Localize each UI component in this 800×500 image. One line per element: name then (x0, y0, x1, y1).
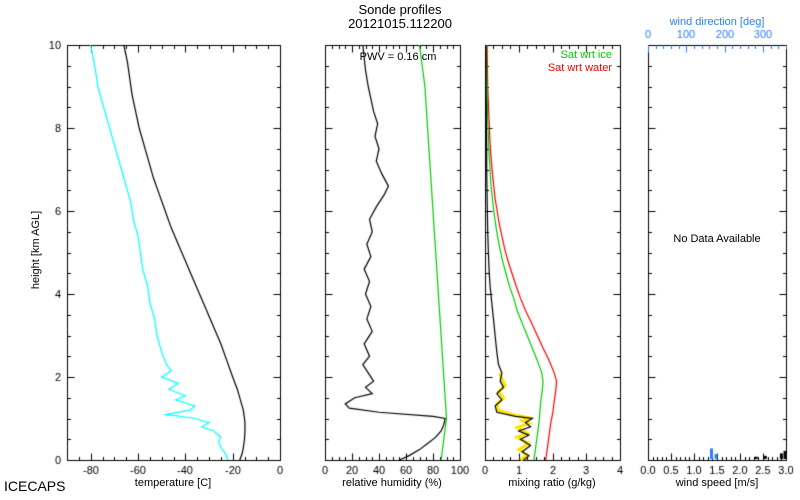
mixing-ratio-axis-label: mixing ratio (g/kg) (508, 477, 596, 489)
temperature-axis-label: temperature [C] (134, 477, 212, 489)
pwv-annotation: PWV = 0.16 cm (359, 51, 437, 63)
plot-subtitle: 20121015.112200 (348, 16, 452, 31)
wind-direction-axis-label: wind direction [deg] (669, 16, 765, 28)
legend-sat-wrt-ice: Sat wrt ice (560, 49, 612, 61)
plot-title: Sonde profiles (358, 2, 442, 17)
icecaps-label: ICECAPS (4, 478, 66, 494)
no-data-message: No Data Available (673, 233, 761, 245)
legend-sat-wrt-water: Sat wrt water (547, 62, 612, 74)
height-axis-label: height [km AGL] (30, 210, 42, 290)
wind-speed-axis-label: wind speed [m/s] (675, 477, 759, 489)
humidity-axis-label: relative humidity (%) (342, 477, 442, 489)
